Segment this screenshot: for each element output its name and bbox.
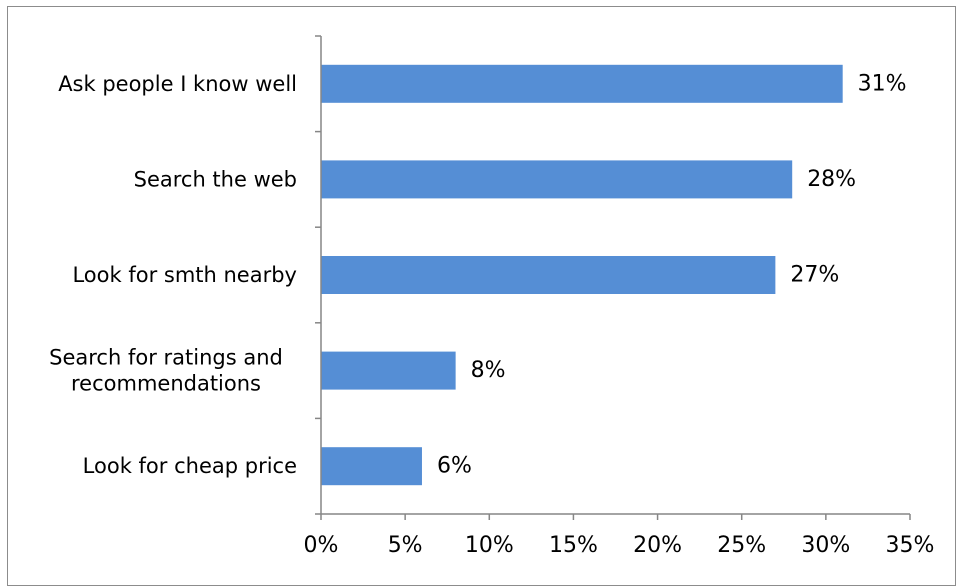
- bar: [321, 256, 776, 294]
- bar: [321, 160, 793, 199]
- bar: [321, 351, 456, 390]
- data-label: 31%: [858, 71, 907, 96]
- x-tick-label: 25%: [717, 533, 766, 558]
- data-label: 28%: [807, 167, 856, 192]
- bar: [321, 447, 422, 486]
- x-tick-label: 15%: [549, 533, 598, 558]
- data-label: 27%: [790, 263, 839, 288]
- data-label: 8%: [471, 358, 506, 383]
- x-tick-label: 10%: [465, 533, 514, 558]
- category-label: Look for smth nearby: [72, 263, 297, 287]
- x-tick-label: 0%: [304, 533, 339, 558]
- category-label: recommendations: [71, 372, 261, 396]
- x-tick-label: 35%: [886, 533, 935, 558]
- data-label: 6%: [437, 454, 472, 479]
- category-label: Ask people I know well: [58, 72, 297, 96]
- x-tick-label: 5%: [388, 533, 423, 558]
- category-label: Search for ratings and: [49, 346, 283, 370]
- x-tick-label: 20%: [633, 533, 682, 558]
- category-label: Search the web: [134, 167, 297, 191]
- bar: [321, 64, 843, 103]
- category-label: Look for cheap price: [83, 454, 297, 478]
- x-tick-label: 30%: [801, 533, 850, 558]
